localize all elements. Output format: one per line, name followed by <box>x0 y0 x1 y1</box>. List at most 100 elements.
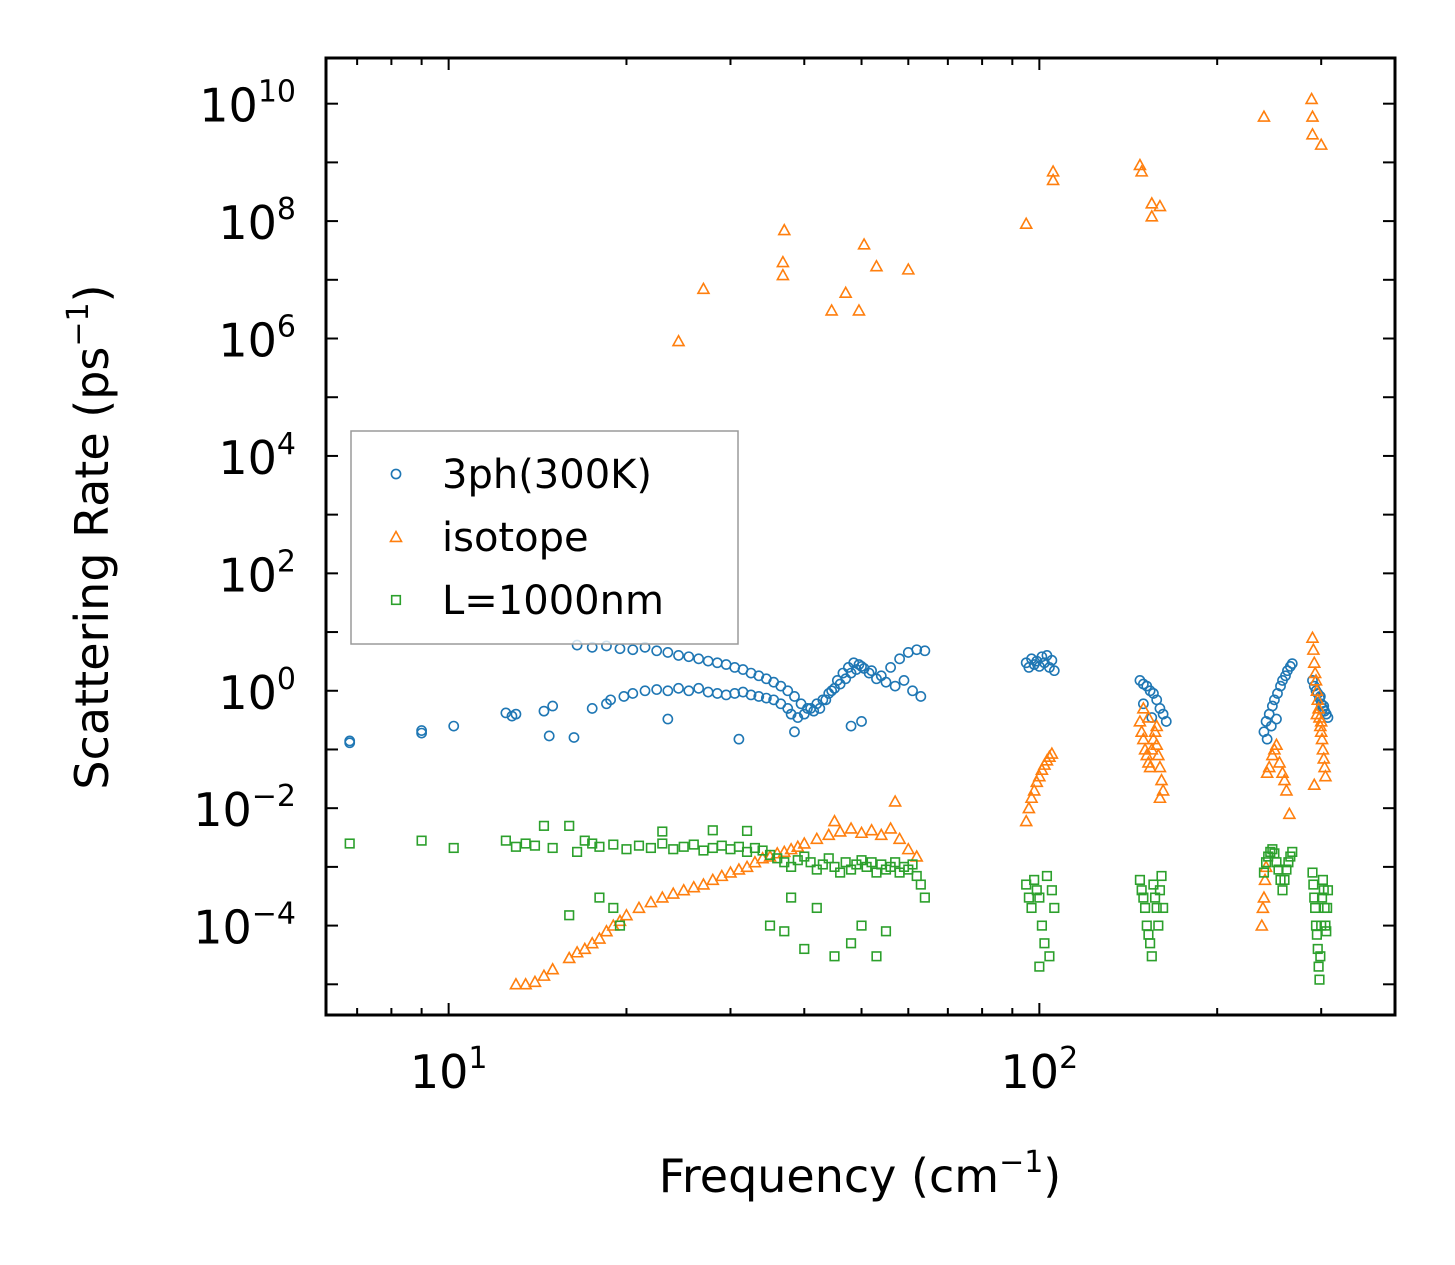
data-point <box>1277 885 1288 896</box>
data-point <box>671 334 686 347</box>
data-point <box>838 285 853 299</box>
data-point <box>1306 642 1321 655</box>
data-point <box>1036 920 1048 931</box>
data-point <box>1027 783 1042 796</box>
data-point <box>627 688 639 699</box>
data-point <box>1026 653 1037 665</box>
data-point <box>1046 172 1060 186</box>
data-point <box>1044 951 1055 962</box>
data-point <box>1321 926 1332 937</box>
data-point <box>894 653 906 665</box>
data-point <box>1265 720 1277 732</box>
data-point <box>587 838 598 849</box>
data-point <box>668 844 679 855</box>
data-point <box>1153 198 1167 212</box>
data-point <box>792 712 804 723</box>
legend-label: 3ph(300K) <box>442 452 652 498</box>
data-point <box>1154 885 1166 896</box>
data-point <box>1260 857 1272 868</box>
plot-frame <box>324 56 1397 1017</box>
data-point <box>915 879 926 890</box>
data-point <box>1153 920 1164 931</box>
data-point <box>1134 164 1149 177</box>
data-point <box>901 262 916 275</box>
data-point <box>1046 885 1057 896</box>
data-point <box>1277 773 1292 786</box>
data-point <box>564 910 575 921</box>
data-point <box>1138 892 1149 903</box>
data-point <box>1271 713 1282 725</box>
data-point <box>1019 216 1034 229</box>
data-point <box>683 685 695 697</box>
data-point <box>845 938 857 949</box>
data-point <box>1048 665 1060 677</box>
data-point <box>1139 902 1151 914</box>
data-point <box>1272 755 1287 768</box>
data-point <box>1144 209 1159 222</box>
data-point <box>678 841 689 852</box>
data-point <box>1136 885 1147 896</box>
data-point <box>1256 900 1270 914</box>
data-point <box>898 675 910 686</box>
y-tick-label: 10−4 <box>193 897 296 955</box>
data-point <box>1154 773 1169 786</box>
data-point <box>1254 918 1269 931</box>
ticks-layer: 101 102 10−4 10−2 100 102 104 106 108 1010 <box>193 58 1396 1099</box>
data-point <box>907 685 918 697</box>
data-point <box>1310 902 1321 914</box>
data-point <box>564 820 575 831</box>
data-point <box>1134 675 1146 686</box>
data-point <box>1258 867 1270 878</box>
data-point <box>1153 790 1167 804</box>
data-point <box>854 825 869 839</box>
data-point <box>528 974 542 988</box>
points-layer <box>344 91 1334 990</box>
data-point <box>1279 783 1294 796</box>
data-point <box>852 303 866 316</box>
data-point <box>892 831 907 845</box>
data-point <box>714 868 729 882</box>
data-point <box>1141 710 1156 723</box>
data-point <box>1316 892 1328 903</box>
data-point <box>688 839 699 850</box>
data-point <box>1314 974 1325 985</box>
data-point <box>696 877 711 890</box>
data-point <box>651 645 663 657</box>
data-point <box>1308 879 1319 890</box>
y-tick-label: 104 <box>218 427 296 485</box>
data-point <box>915 691 927 702</box>
data-point <box>1149 718 1164 732</box>
data-point <box>621 844 632 855</box>
data-point <box>705 872 720 886</box>
y-tick-label: 10−2 <box>193 779 296 837</box>
data-point <box>871 673 882 685</box>
data-point <box>889 680 901 692</box>
data-point <box>1034 961 1045 972</box>
data-point <box>651 684 663 695</box>
data-point <box>874 827 889 841</box>
data-point <box>883 821 898 834</box>
data-point <box>1148 688 1159 699</box>
data-point <box>789 691 800 702</box>
data-point <box>741 825 753 837</box>
data-point <box>1307 655 1322 668</box>
data-point <box>789 726 800 738</box>
data-point <box>1151 748 1166 761</box>
data-point <box>1281 864 1292 875</box>
data-point <box>786 861 797 872</box>
series-square <box>344 820 1334 985</box>
data-point <box>693 653 705 665</box>
data-point <box>1320 920 1331 931</box>
data-point <box>586 703 598 714</box>
data-point <box>840 857 851 868</box>
data-point <box>579 835 590 846</box>
data-point <box>627 644 639 656</box>
data-point <box>808 705 820 717</box>
data-point <box>831 675 843 686</box>
series-triangle <box>509 91 1333 990</box>
data-point <box>799 943 810 955</box>
data-point <box>1144 685 1156 697</box>
data-point <box>592 931 607 944</box>
data-point <box>676 883 691 896</box>
